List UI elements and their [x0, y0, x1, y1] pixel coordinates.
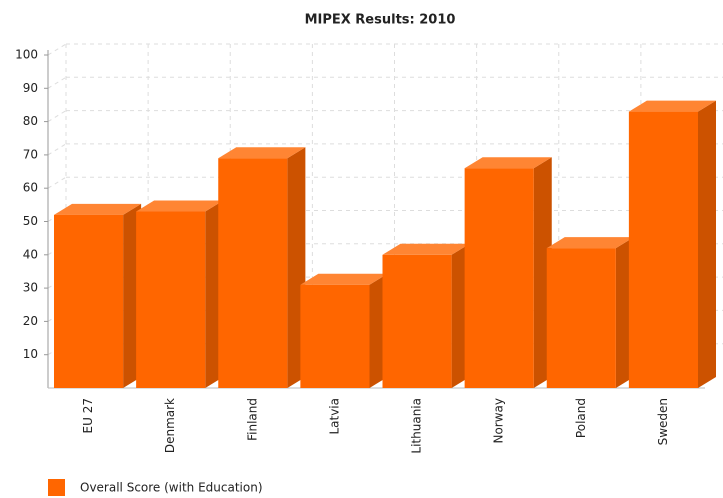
- y-tick-label: 60: [23, 181, 38, 195]
- bar-top: [382, 243, 470, 255]
- bar: [628, 111, 698, 389]
- grid-line: [47, 143, 67, 156]
- chart-title: MIPEX Results: 2010: [305, 13, 456, 28]
- bar: [546, 248, 616, 388]
- bar-side: [698, 100, 716, 389]
- legend-label: Overall Score (with Education): [80, 481, 263, 495]
- x-tick-label: Norway: [492, 398, 506, 444]
- grid-line: [47, 43, 67, 56]
- bar: [54, 214, 124, 388]
- bar-top: [54, 203, 142, 215]
- legend-swatch: [48, 479, 65, 496]
- x-tick-label: Finland: [245, 398, 259, 441]
- bar-top: [464, 157, 552, 169]
- y-tick-label: 40: [23, 247, 38, 261]
- bar: [382, 254, 452, 388]
- x-tick-label: Sweden: [656, 398, 670, 445]
- grid-line: [47, 110, 67, 123]
- bar: [136, 211, 206, 388]
- x-tick-label: Poland: [574, 398, 588, 438]
- grid-line: [47, 176, 67, 189]
- bar-top: [136, 200, 224, 212]
- y-tick-label: 20: [23, 314, 38, 328]
- y-tick-label: 10: [23, 347, 38, 361]
- y-tick-label: 30: [23, 281, 38, 295]
- bar-top: [628, 100, 716, 112]
- bar: [464, 168, 534, 388]
- bar-top: [546, 237, 634, 249]
- x-tick-label: EU 27: [81, 398, 95, 433]
- bar-top: [300, 273, 388, 285]
- x-tick-label: Denmark: [163, 398, 177, 453]
- y-tick-label: 100: [15, 48, 38, 62]
- grid-line: [47, 76, 67, 89]
- x-tick-label: Lithuania: [410, 398, 424, 454]
- y-tick-label: 90: [23, 81, 38, 95]
- bar: [300, 284, 370, 388]
- bar: [218, 158, 288, 388]
- y-tick-label: 50: [23, 214, 38, 228]
- bar-top: [218, 147, 306, 159]
- y-tick-label: 70: [23, 147, 38, 161]
- x-tick-label: Latvia: [327, 398, 341, 435]
- y-tick-label: 80: [23, 114, 38, 128]
